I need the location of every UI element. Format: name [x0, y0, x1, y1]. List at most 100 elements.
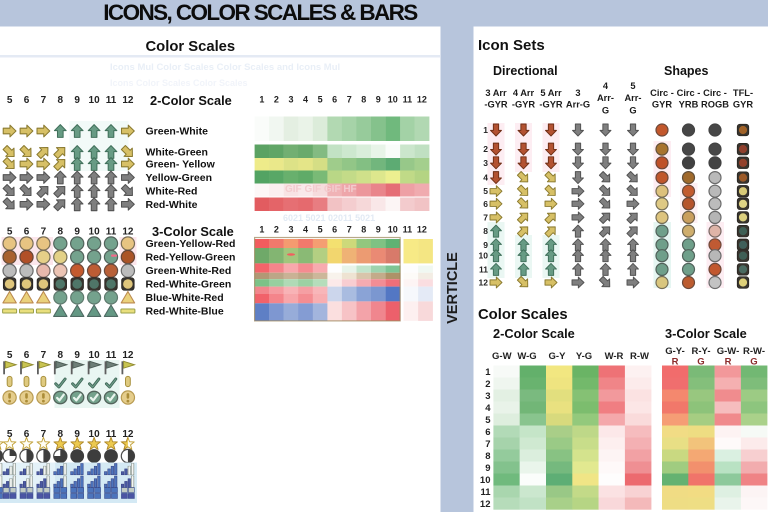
svg-text:3: 3 — [485, 391, 490, 402]
svg-text:White-Green: White-Green — [146, 147, 208, 159]
svg-text:12: 12 — [479, 278, 489, 288]
svg-text:Shapes: Shapes — [664, 64, 709, 78]
svg-text:R-W-: R-W- — [743, 346, 765, 357]
svg-text:12: 12 — [417, 225, 427, 235]
svg-text:8: 8 — [483, 226, 488, 236]
svg-text:2-Color Scale: 2-Color Scale — [150, 93, 232, 108]
svg-text:GIF GIF GIF HF: GIF GIF GIF HF — [285, 184, 357, 195]
svg-text:8: 8 — [58, 227, 64, 238]
svg-text:12: 12 — [417, 95, 427, 105]
svg-text:YRB: YRB — [679, 100, 699, 110]
svg-text:10: 10 — [480, 475, 491, 486]
svg-text:Red-Yellow-Green: Red-Yellow-Green — [146, 252, 236, 264]
svg-text:Icons Mul Color Scales Colo: Icons Mul Color Scales Color Scales and … — [110, 62, 340, 73]
svg-text:2: 2 — [483, 144, 488, 154]
svg-text:6: 6 — [332, 225, 337, 235]
svg-text:G: G — [629, 106, 636, 116]
svg-text:5: 5 — [7, 429, 13, 440]
svg-text:Circ -: Circ - — [650, 88, 674, 98]
svg-text:Circ -: Circ - — [703, 88, 727, 98]
svg-text:G: G — [750, 357, 757, 368]
svg-text:9: 9 — [485, 463, 490, 474]
svg-text:3-Color Scale: 3-Color Scale — [152, 224, 234, 239]
svg-text:Red-White-Blue: Red-White-Blue — [146, 306, 224, 318]
svg-text:11: 11 — [106, 95, 117, 106]
svg-text:R: R — [672, 357, 679, 368]
svg-text:5: 5 — [483, 186, 488, 196]
svg-text:Icons Color Scales Color: Icons Color Scales Color Scales — [110, 78, 248, 88]
svg-text:9: 9 — [74, 350, 80, 361]
svg-text:6021 5021 02011 5021: 6021 5021 02011 5021 — [283, 213, 375, 223]
svg-text:12: 12 — [480, 499, 491, 510]
svg-text:11: 11 — [106, 350, 117, 361]
svg-text:7: 7 — [41, 227, 47, 238]
svg-text:10: 10 — [89, 227, 101, 238]
svg-text:1: 1 — [483, 125, 488, 135]
svg-text:G-W-: G-W- — [717, 346, 740, 357]
svg-text:2: 2 — [274, 95, 279, 105]
svg-text:3 Arr: 3 Arr — [485, 88, 507, 98]
svg-text:-GYR: -GYR — [484, 100, 508, 110]
svg-text:5: 5 — [7, 227, 13, 238]
svg-text:6: 6 — [24, 227, 30, 238]
svg-text:R: R — [725, 357, 732, 368]
svg-text:12: 12 — [122, 429, 134, 440]
svg-text:10: 10 — [479, 251, 489, 261]
svg-text:10: 10 — [89, 350, 101, 361]
svg-text:9: 9 — [74, 227, 80, 238]
svg-text:Color Scales: Color Scales — [478, 307, 568, 323]
svg-text:5: 5 — [7, 95, 13, 106]
svg-text:Y-G: Y-G — [576, 351, 592, 362]
svg-text:1: 1 — [485, 367, 491, 378]
svg-text:5: 5 — [485, 415, 491, 426]
svg-text:7: 7 — [347, 95, 352, 105]
svg-text:7: 7 — [347, 225, 352, 235]
svg-text:6: 6 — [24, 95, 30, 106]
svg-text:4: 4 — [303, 225, 308, 235]
svg-text:4: 4 — [483, 173, 488, 183]
svg-text:2-Color Scale: 2-Color Scale — [493, 326, 575, 341]
svg-text:G: G — [602, 106, 609, 116]
svg-text:12: 12 — [122, 350, 134, 361]
svg-text:6: 6 — [24, 350, 30, 361]
svg-text:11: 11 — [106, 227, 117, 238]
svg-text:Color Scales: Color Scales — [146, 39, 236, 55]
svg-text:G-Y-: G-Y- — [665, 346, 685, 357]
svg-text:Green- Yellow: Green- Yellow — [146, 159, 216, 171]
svg-text:12: 12 — [122, 227, 134, 238]
svg-text:8: 8 — [58, 350, 64, 361]
svg-text:4: 4 — [303, 95, 308, 105]
svg-text:11: 11 — [479, 264, 488, 274]
svg-text:4 Arr: 4 Arr — [513, 88, 535, 98]
svg-text:4: 4 — [485, 403, 491, 414]
svg-text:Arr-G: Arr-G — [566, 100, 590, 110]
svg-text:8: 8 — [58, 95, 64, 106]
svg-text:3-Color Scale: 3-Color Scale — [665, 326, 747, 341]
svg-text:10: 10 — [388, 95, 398, 105]
svg-text:TFL-: TFL- — [733, 88, 753, 98]
svg-text:6: 6 — [483, 199, 488, 209]
svg-text:5: 5 — [318, 95, 323, 105]
svg-text:9: 9 — [376, 225, 381, 235]
svg-text:Directional: Directional — [493, 64, 558, 78]
svg-text:-GYR: -GYR — [512, 100, 536, 110]
svg-text:3: 3 — [288, 225, 293, 235]
svg-text:Icon Sets: Icon Sets — [478, 37, 545, 54]
svg-text:3: 3 — [288, 95, 293, 105]
svg-text:7: 7 — [483, 212, 488, 222]
svg-text:GYR: GYR — [733, 100, 753, 110]
svg-text:8: 8 — [361, 95, 366, 105]
svg-text:9: 9 — [74, 429, 80, 440]
svg-text:12: 12 — [122, 95, 134, 106]
svg-text:9: 9 — [376, 95, 381, 105]
svg-text:9: 9 — [74, 95, 80, 106]
svg-text:7: 7 — [485, 439, 490, 450]
svg-text:ROGB: ROGB — [701, 100, 729, 110]
svg-text:GYR: GYR — [652, 100, 672, 110]
svg-text:5: 5 — [630, 81, 635, 91]
svg-text:Green-White: Green-White — [146, 126, 209, 138]
svg-text:2: 2 — [274, 225, 279, 235]
svg-text:White-Red: White-Red — [146, 186, 198, 198]
svg-text:Green-White-Red: Green-White-Red — [146, 265, 232, 277]
svg-text:11: 11 — [106, 429, 117, 440]
